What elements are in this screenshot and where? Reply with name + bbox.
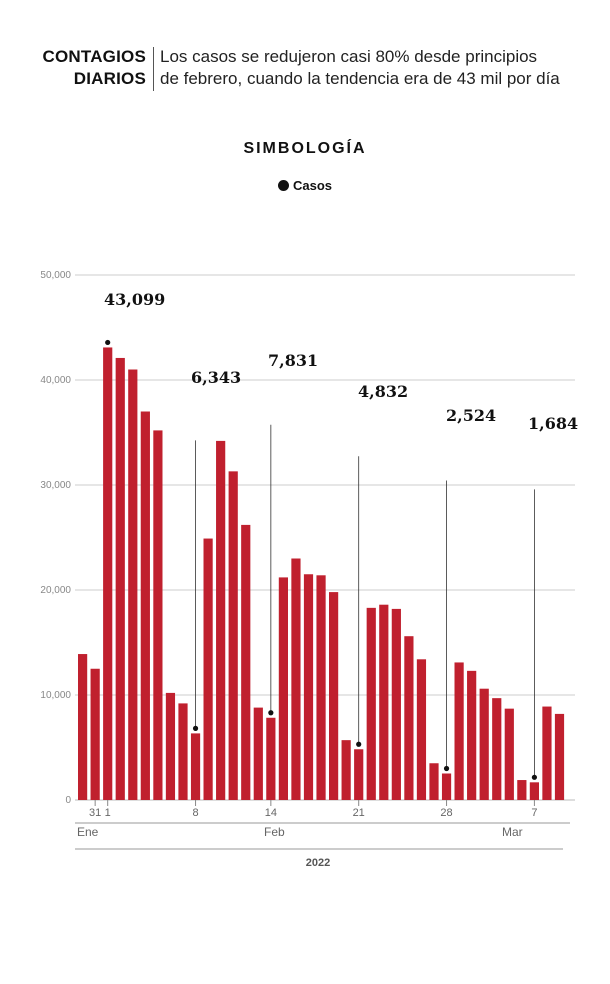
bar xyxy=(492,698,502,800)
bar xyxy=(178,703,188,800)
month-label: Feb xyxy=(264,825,285,839)
bar xyxy=(90,668,100,800)
annotation-label: 7,831 xyxy=(268,351,318,370)
legend-item-casos: Casos xyxy=(0,178,610,193)
y-tick-label: 40,000 xyxy=(40,375,71,386)
x-tick-label: 28 xyxy=(440,807,452,819)
y-tick-label: 0 xyxy=(65,795,71,806)
month-label: Ene xyxy=(77,825,99,839)
bar xyxy=(454,662,464,800)
bar xyxy=(441,773,452,800)
legend-item-label: Casos xyxy=(292,178,333,193)
bar xyxy=(253,707,263,800)
bar xyxy=(291,558,301,800)
bar xyxy=(303,574,314,800)
x-tick-label: 8 xyxy=(192,807,198,819)
bar xyxy=(529,782,539,800)
annotation-marker xyxy=(443,765,450,772)
title-line-1: CONTAGIOS xyxy=(42,47,146,66)
bar xyxy=(467,670,477,800)
bar xyxy=(354,749,364,800)
annotation-label: 43,099 xyxy=(104,290,165,309)
x-tick-label: 31 xyxy=(89,807,101,819)
annotation-label: 4,832 xyxy=(358,382,408,401)
x-tick-label: 14 xyxy=(265,807,277,819)
bar xyxy=(429,763,439,800)
x-tick-label: 1 xyxy=(105,807,111,819)
bar xyxy=(103,347,113,800)
bar xyxy=(316,575,326,800)
bar xyxy=(153,430,163,800)
bar xyxy=(542,706,552,800)
bar xyxy=(165,692,176,800)
bar xyxy=(504,708,514,800)
y-tick-label: 20,000 xyxy=(40,585,71,596)
bar xyxy=(266,717,276,800)
bar xyxy=(115,357,125,800)
bar xyxy=(366,607,376,800)
bar xyxy=(404,636,414,800)
bar xyxy=(341,740,351,800)
bar xyxy=(278,577,288,800)
chart-subtitle: Los casos se redujeron casi 80% desde pr… xyxy=(160,46,600,90)
x-tick-label: 7 xyxy=(531,807,537,819)
bar xyxy=(379,604,389,800)
annotation-marker xyxy=(192,725,199,731)
legend-title: SIMBOLOGÍA xyxy=(243,140,367,157)
y-tick-label: 30,000 xyxy=(40,480,71,491)
bar xyxy=(216,440,226,800)
bar xyxy=(78,654,88,800)
bar xyxy=(140,411,150,800)
annotation-label: 1,684 xyxy=(528,414,578,433)
bar xyxy=(128,369,138,800)
annotation-label: 2,524 xyxy=(446,406,496,425)
year-label: 2022 xyxy=(306,857,330,869)
y-tick-label: 10,000 xyxy=(40,690,71,701)
bar xyxy=(554,713,565,800)
chart-header: CONTAGIOS DIARIOS Los casos se redujeron… xyxy=(0,44,610,94)
bar xyxy=(329,592,339,800)
bar xyxy=(479,688,489,800)
bar xyxy=(391,608,401,800)
subtitle-line-1: Los casos se redujeron casi 80% desde pr… xyxy=(160,47,538,66)
y-tick-label: 50,000 xyxy=(40,270,71,281)
annotation-label: 6,343 xyxy=(191,368,241,387)
chart-title: CONTAGIOS DIARIOS xyxy=(0,46,146,90)
annotation-marker xyxy=(356,741,362,747)
bar xyxy=(190,733,201,800)
x-tick-label: 21 xyxy=(353,807,365,819)
bar xyxy=(416,659,427,800)
legend-dot-icon xyxy=(277,180,289,191)
annotation-marker xyxy=(268,710,274,716)
bar xyxy=(228,471,238,800)
bar xyxy=(203,538,213,800)
annotation-marker xyxy=(531,774,538,780)
annotation-marker xyxy=(105,339,111,346)
bar xyxy=(241,524,251,800)
month-label: Mar xyxy=(502,825,523,839)
title-line-2: DIARIOS xyxy=(73,69,146,88)
subtitle-line-2: de febrero, cuando la tendencia era de 4… xyxy=(160,69,560,88)
bar xyxy=(517,780,527,800)
title-divider xyxy=(153,47,154,91)
